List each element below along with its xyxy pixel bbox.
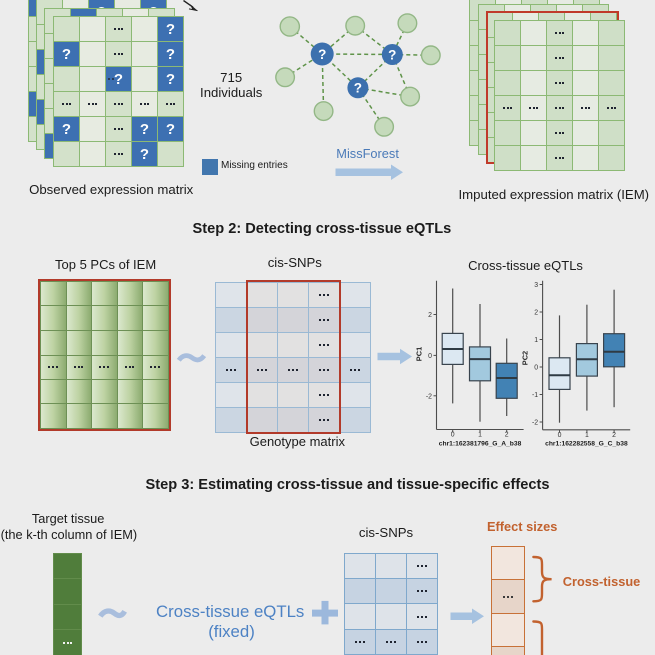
svg-text:1: 1 <box>534 337 538 344</box>
svg-text:0: 0 <box>558 432 562 439</box>
svg-text:1: 1 <box>585 432 589 439</box>
svg-text:1: 1 <box>478 432 482 439</box>
svg-text:0: 0 <box>428 353 432 360</box>
svg-text:-2: -2 <box>426 393 432 400</box>
svg-text:?: ? <box>388 47 396 62</box>
svg-text:PC1: PC1 <box>415 347 424 361</box>
svg-text:Cross-tissue eQTLs: Cross-tissue eQTLs <box>468 258 583 273</box>
svg-text:2: 2 <box>612 432 616 439</box>
svg-text:-2: -2 <box>532 420 538 427</box>
svg-text:3: 3 <box>534 282 538 289</box>
svg-text:0: 0 <box>534 365 538 372</box>
svg-text:?: ? <box>354 81 362 96</box>
svg-text:2: 2 <box>428 312 432 319</box>
svg-text:2: 2 <box>505 432 509 439</box>
svg-text:PC2: PC2 <box>521 351 530 365</box>
svg-text:?: ? <box>318 47 326 62</box>
svg-text:-1: -1 <box>532 392 538 399</box>
svg-text:0: 0 <box>451 432 455 439</box>
svg-text:chr1:162381796_G_A_b38: chr1:162381796_G_A_b38 <box>439 440 522 447</box>
svg-text:chr1:162282558_G_C_b38: chr1:162282558_G_C_b38 <box>545 441 628 448</box>
svg-text:2: 2 <box>534 310 538 317</box>
